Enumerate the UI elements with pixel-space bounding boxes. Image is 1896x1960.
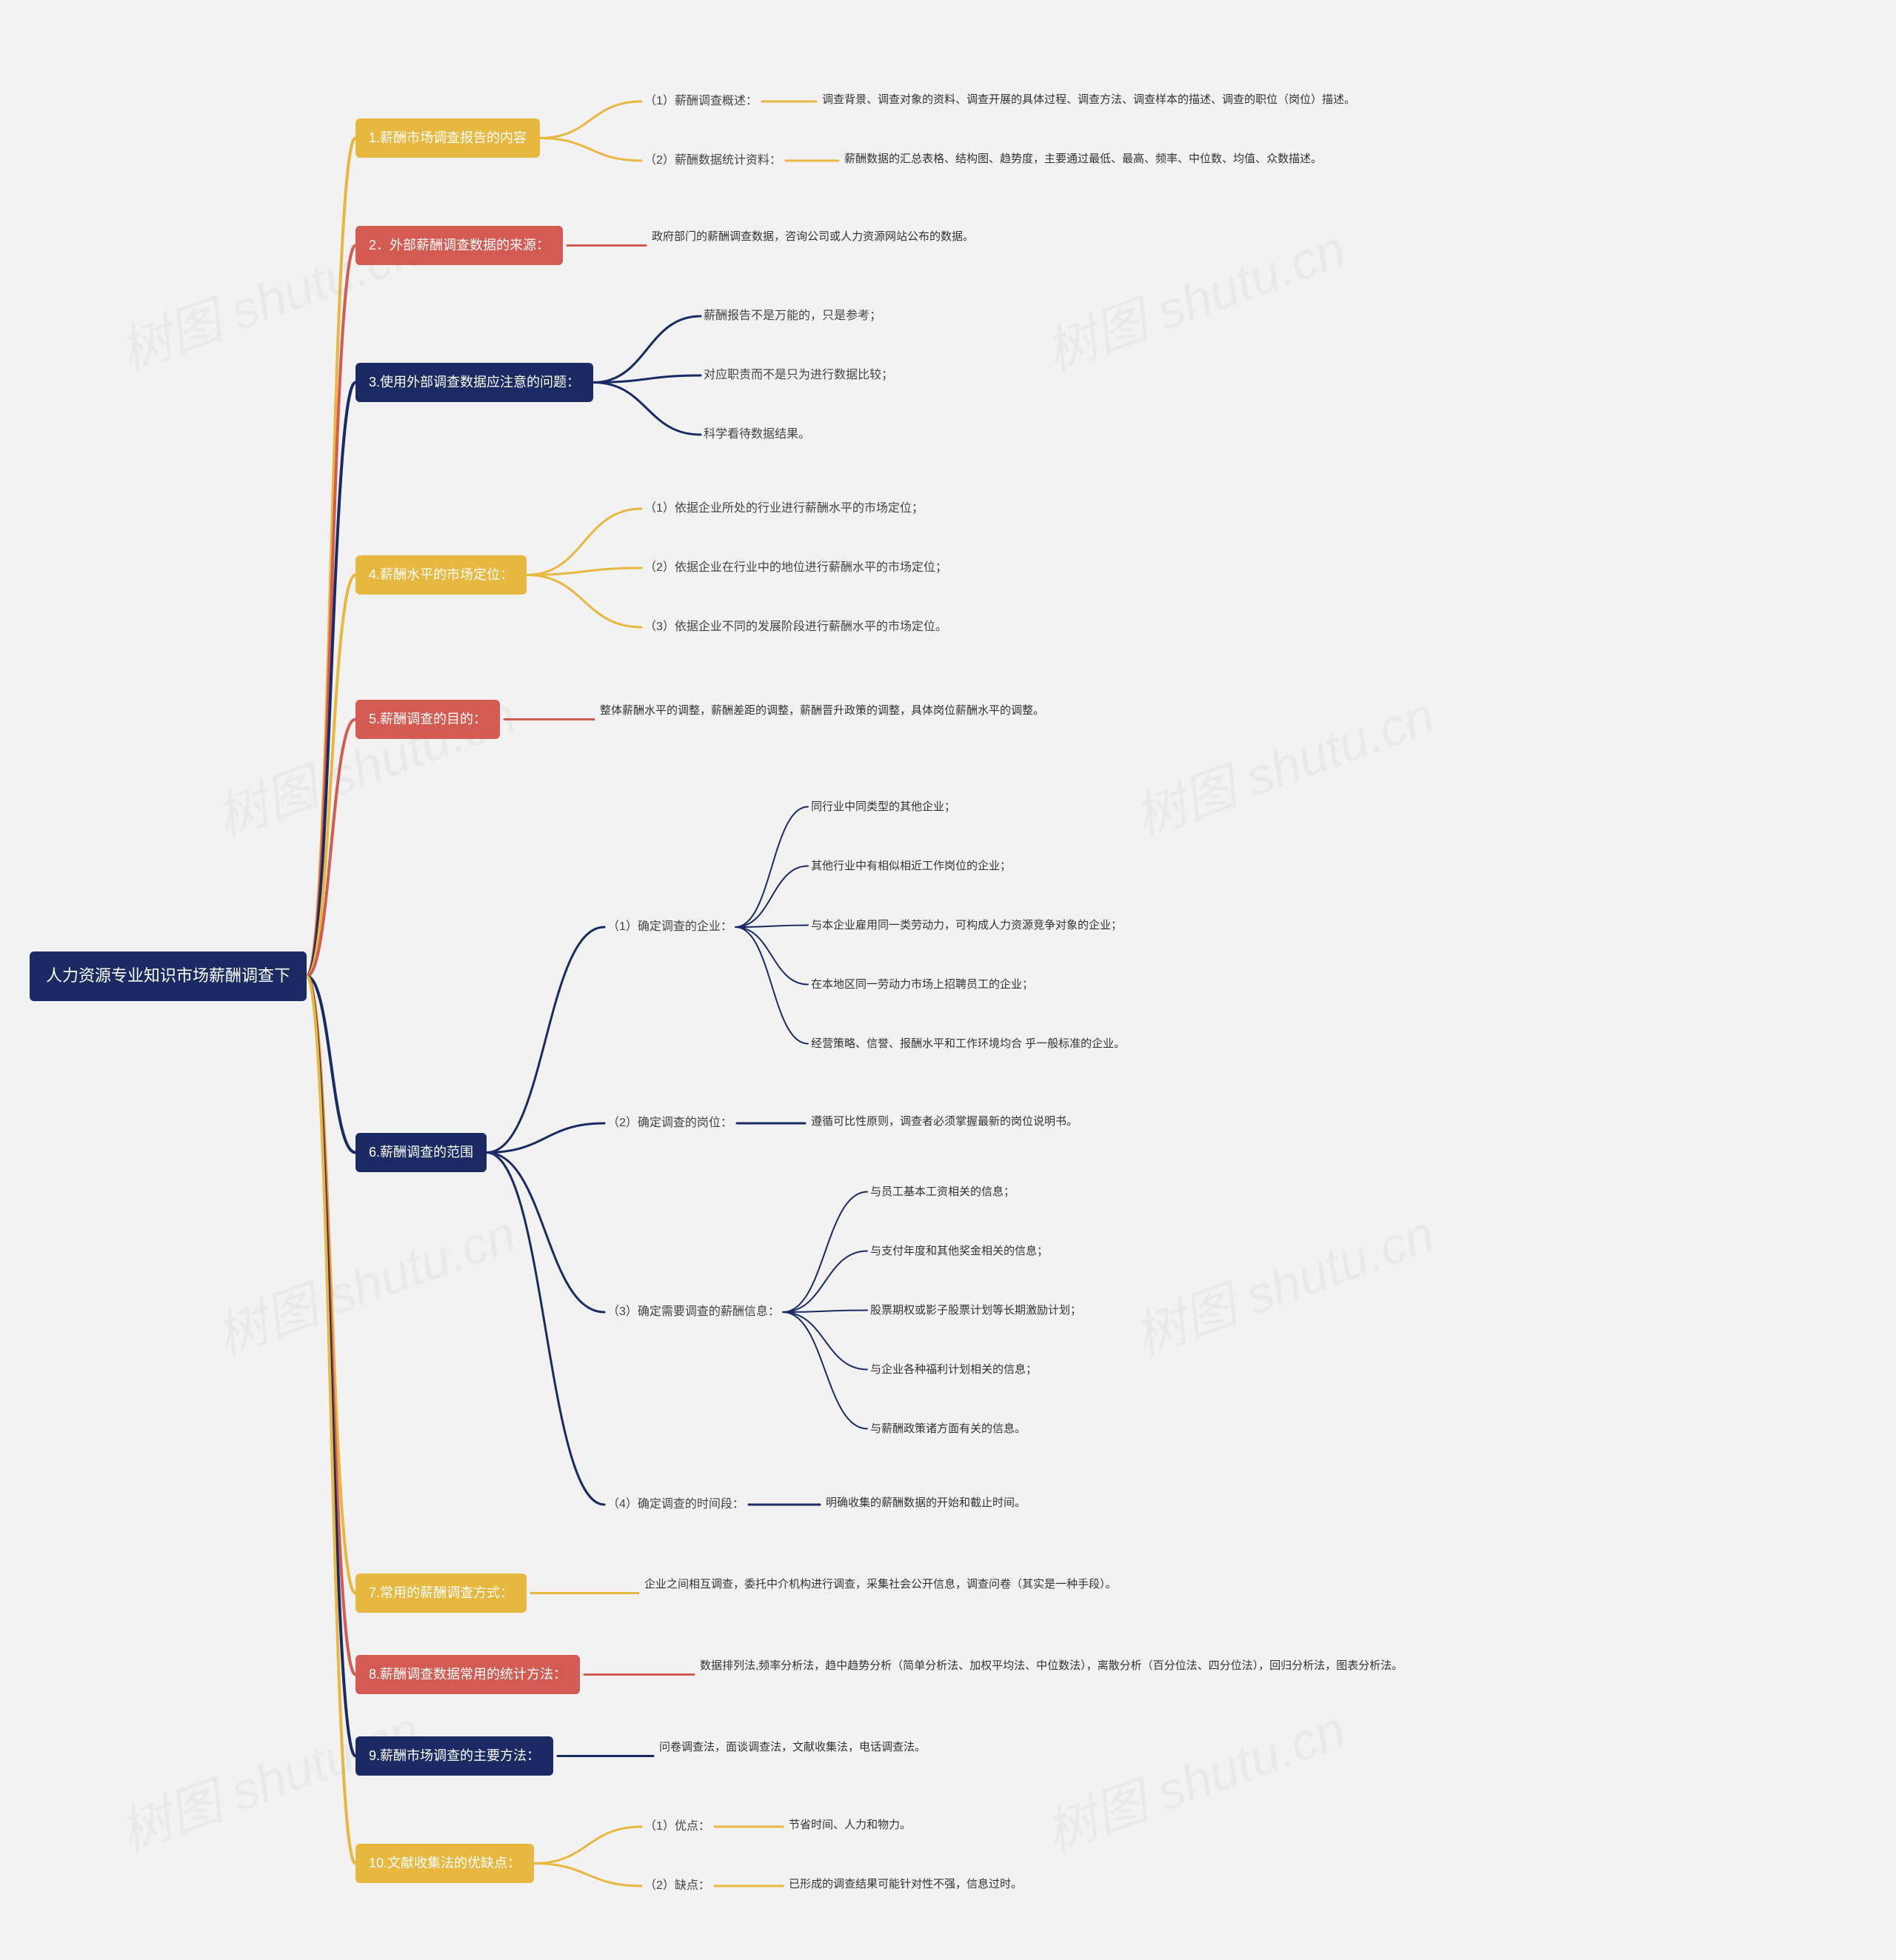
branch-node: 1.薪酬市场调查报告的内容	[356, 118, 540, 158]
sub-node: 薪酬报告不是万能的，只是参考；	[704, 304, 881, 329]
leaf-node: 遵循可比性原则，调查者必须掌握最新的岗位说明书。	[811, 1111, 1078, 1132]
branch-node: 8.薪酬调查数据常用的统计方法：	[356, 1655, 580, 1694]
leaf-node: 数据排列法,频率分析法，趋中趋势分析（简单分析法、加权平均法、中位数法），离散分…	[700, 1655, 1403, 1676]
leaf-node: 问卷调查法，面谈调查法，文献收集法，电话调查法。	[659, 1736, 926, 1758]
watermark: 树图 shutu.cn	[108, 1689, 429, 1867]
watermark: 树图 shutu.cn	[1034, 1689, 1355, 1867]
leaf-node: 政府部门的薪酬调查数据，咨询公司或人力资源网站公布的数据。	[652, 226, 974, 247]
sub-node: （2）确定调查的岗位：	[607, 1111, 732, 1136]
root-node: 人力资源专业知识市场薪酬调查下	[30, 951, 307, 1001]
leaf-node: 股票期权或影子股票计划等长期激励计划；	[870, 1300, 1081, 1321]
watermark: 树图 shutu.cn	[1034, 208, 1355, 386]
branch-node: 2．外部薪酬调查数据的来源：	[356, 226, 563, 265]
leaf-node: 经营策略、信誉、报酬水平和工作环境均合 乎一般标准的企业。	[811, 1033, 1125, 1054]
leaf-node: 与企业各种福利计划相关的信息；	[870, 1359, 1037, 1380]
sub-node: （1）确定调查的企业：	[607, 914, 732, 940]
sub-node: （2）薪酬数据统计资料：	[644, 148, 781, 173]
leaf-node: 同行业中同类型的其他企业；	[811, 796, 955, 817]
leaf-node: 与本企业雇用同一类劳动力，可构成人力资源竞争对象的企业；	[811, 914, 1122, 936]
sub-node: （1）依据企业所处的行业进行薪酬水平的市场定位；	[644, 496, 924, 521]
branch-node: 3.使用外部调查数据应注意的问题：	[356, 363, 593, 402]
branch-node: 4.薪酬水平的市场定位：	[356, 555, 527, 595]
leaf-node: 已形成的调查结果可能针对性不强，信息过时。	[789, 1873, 1022, 1895]
leaf-node: 节省时间、人力和物力。	[789, 1814, 911, 1836]
leaf-node: 企业之间相互调查，委托中介机构进行调查，采集社会公开信息，调查问卷（其实是一种手…	[644, 1573, 1117, 1595]
branch-node: 10.文献收集法的优缺点：	[356, 1844, 534, 1883]
sub-node: 对应职责而不是只为进行数据比较；	[704, 363, 893, 388]
sub-node: （4）确定调查的时间段：	[607, 1492, 744, 1517]
branch-node: 6.薪酬调查的范围	[356, 1133, 487, 1172]
leaf-node: 调查背景、调查对象的资料、调查开展的具体过程、调查方法、调查样本的描述、调查的职…	[822, 89, 1355, 110]
watermark: 树图 shutu.cn	[204, 1193, 525, 1371]
mindmap-canvas: 树图 shutu.cn 树图 shutu.cn 树图 shutu.cn 树图 shut…	[0, 0, 1896, 1960]
branch-node: 5.薪酬调查的目的：	[356, 700, 500, 739]
leaf-node: 整体薪酬水平的调整，薪酬差距的调整，薪酬晋升政策的调整，具体岗位薪酬水平的调整。	[600, 700, 1044, 721]
leaf-node: 明确收集的薪酬数据的开始和截止时间。	[826, 1492, 1026, 1514]
sub-node: 科学看待数据结果。	[704, 422, 810, 447]
branch-node: 7.常用的薪酬调查方式：	[356, 1573, 527, 1613]
leaf-node: 在本地区同一劳动力市场上招聘员工的企业；	[811, 974, 1033, 995]
watermark: 树图 shutu.cn	[1123, 675, 1443, 852]
sub-node: （1）优点：	[644, 1814, 710, 1839]
sub-node: （2）依据企业在行业中的地位进行薪酬水平的市场定位；	[644, 555, 947, 581]
sub-node: （2）缺点：	[644, 1873, 710, 1899]
leaf-node: 薪酬数据的汇总表格、结构图、趋势度，主要通过最低、最高、频率、中位数、均值、众数…	[844, 148, 1322, 170]
branch-node: 9.薪酬市场调查的主要方法：	[356, 1736, 553, 1776]
sub-node: （3）依据企业不同的发展阶段进行薪酬水平的市场定位。	[644, 615, 947, 640]
watermark: 树图 shutu.cn	[1123, 1193, 1443, 1371]
leaf-node: 其他行业中有相似相近工作岗位的企业；	[811, 855, 1011, 877]
leaf-node: 与薪酬政策诸方面有关的信息。	[870, 1418, 1026, 1439]
sub-node: （1）薪酬调查概述：	[644, 89, 758, 114]
leaf-node: 与员工基本工资相关的信息；	[870, 1181, 1015, 1203]
leaf-node: 与支付年度和其他奖金相关的信息；	[870, 1240, 1048, 1262]
sub-node: （3）确定需要调查的薪酬信息：	[607, 1300, 780, 1325]
